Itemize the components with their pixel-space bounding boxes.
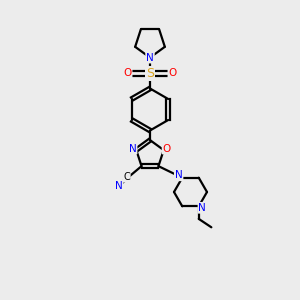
Text: S: S xyxy=(146,67,154,80)
Text: O: O xyxy=(163,144,171,154)
Text: O: O xyxy=(168,68,177,79)
Text: N: N xyxy=(199,203,206,213)
Text: N: N xyxy=(115,181,122,190)
Text: N: N xyxy=(146,52,154,63)
Text: C: C xyxy=(123,172,130,182)
Text: O: O xyxy=(123,68,132,79)
Text: N: N xyxy=(129,144,136,154)
Text: N: N xyxy=(175,170,182,180)
